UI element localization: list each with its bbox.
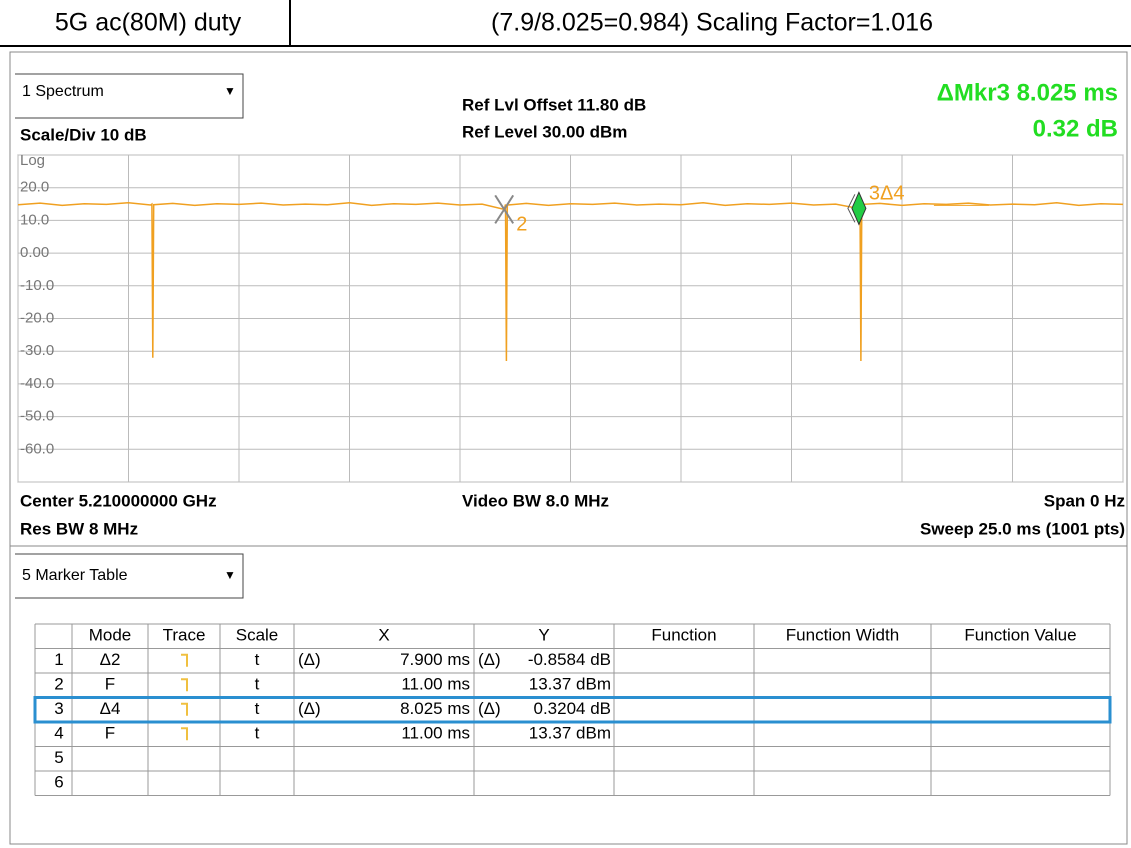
window-title[interactable]: 1 Spectrum (22, 83, 104, 100)
y-tick-label: -20.0 (20, 309, 54, 326)
trace-icon (181, 678, 188, 692)
column-header: X (378, 626, 389, 645)
marker-readout: ΔMkr3 8.025 ms (937, 79, 1118, 106)
table-cell: 11.00 ms (401, 675, 470, 694)
y-tick-label: 0.00 (20, 244, 49, 261)
table-cell: 1 (54, 650, 63, 669)
table-cell: (Δ) (298, 650, 321, 669)
marker-label: 2 (516, 214, 527, 236)
center-freq: Center 5.210000000 GHz (20, 491, 217, 510)
y-tick-label: -10.0 (20, 277, 54, 294)
table-cell: (Δ) (478, 650, 501, 669)
y-tick-label: -40.0 (20, 375, 54, 392)
y-tick-label: -50.0 (20, 408, 54, 425)
column-header: Trace (163, 626, 206, 645)
y-tick-label: -30.0 (20, 342, 54, 359)
sweep: Sweep 25.0 ms (1001 pts) (920, 519, 1125, 538)
trace-icon (181, 702, 188, 716)
frame (9, 51, 1128, 845)
table-cell: t (255, 650, 260, 669)
window-title[interactable]: 5 Marker Table (22, 567, 128, 584)
column-header: Function Width (786, 626, 899, 645)
column-header: Y (538, 626, 549, 645)
marker-readout: 0.32 dB (1033, 115, 1118, 142)
ref-level: Ref Level 30.00 dBm (462, 122, 627, 141)
column-header: Scale (236, 626, 279, 645)
span: Span 0 Hz (1044, 491, 1125, 510)
table-cell: 0.3204 dB (533, 699, 611, 718)
scale-div: Scale/Div 10 dB (20, 125, 147, 144)
column-header: Mode (89, 626, 132, 645)
trace-icon (181, 653, 188, 667)
table-cell: 4 (54, 724, 63, 743)
table-cell: Δ2 (100, 650, 121, 669)
marker (494, 194, 515, 224)
table-cell: 13.37 dBm (529, 724, 611, 743)
dropdown-arrow: ▼ (224, 568, 236, 582)
res-bw: Res BW 8 MHz (20, 519, 138, 538)
y-tick-label: 20.0 (20, 179, 49, 196)
spectrum-dropdown[interactable] (15, 73, 244, 119)
table-cell: t (255, 675, 260, 694)
table-cell: F (105, 724, 115, 743)
table-cell: t (255, 724, 260, 743)
table-cell: 7.900 ms (400, 650, 470, 669)
table-dropdown[interactable] (15, 553, 244, 599)
table-cell: 11.00 ms (401, 724, 470, 743)
table-cell: 6 (54, 773, 63, 792)
trace-icon (181, 727, 188, 741)
column-header: Function (651, 626, 716, 645)
header-right: (7.9/8.025=0.984) Scaling Factor=1.016 (491, 9, 933, 37)
table-cell: 8.025 ms (400, 699, 470, 718)
marker-label: 3Δ4 (869, 183, 905, 205)
y-tick-label: -60.0 (20, 440, 54, 457)
table-cell: 13.37 dBm (529, 675, 611, 694)
table-cell: (Δ) (298, 699, 321, 718)
table-cell: F (105, 675, 115, 694)
table-cell: Δ4 (100, 699, 121, 718)
marker (851, 191, 867, 226)
y-tick-label: Log (20, 152, 45, 169)
y-tick-label: 10.0 (20, 211, 49, 228)
table-cell: 5 (54, 748, 63, 767)
table-cell: -0.8584 dB (528, 650, 611, 669)
column-header: Function Value (964, 626, 1076, 645)
table-cell: t (255, 699, 260, 718)
row-highlight (33, 696, 1112, 724)
table-cell: 3 (54, 699, 63, 718)
marker-ref (847, 194, 856, 223)
table-cell: (Δ) (478, 699, 501, 718)
dropdown-arrow: ▼ (224, 84, 236, 98)
video-bw: Video BW 8.0 MHz (462, 491, 609, 510)
header-left: 5G ac(80M) duty (55, 9, 242, 37)
table-cell: 2 (54, 675, 63, 694)
trace (17, 201, 1124, 362)
ref-offset: Ref Lvl Offset 11.80 dB (462, 95, 646, 114)
